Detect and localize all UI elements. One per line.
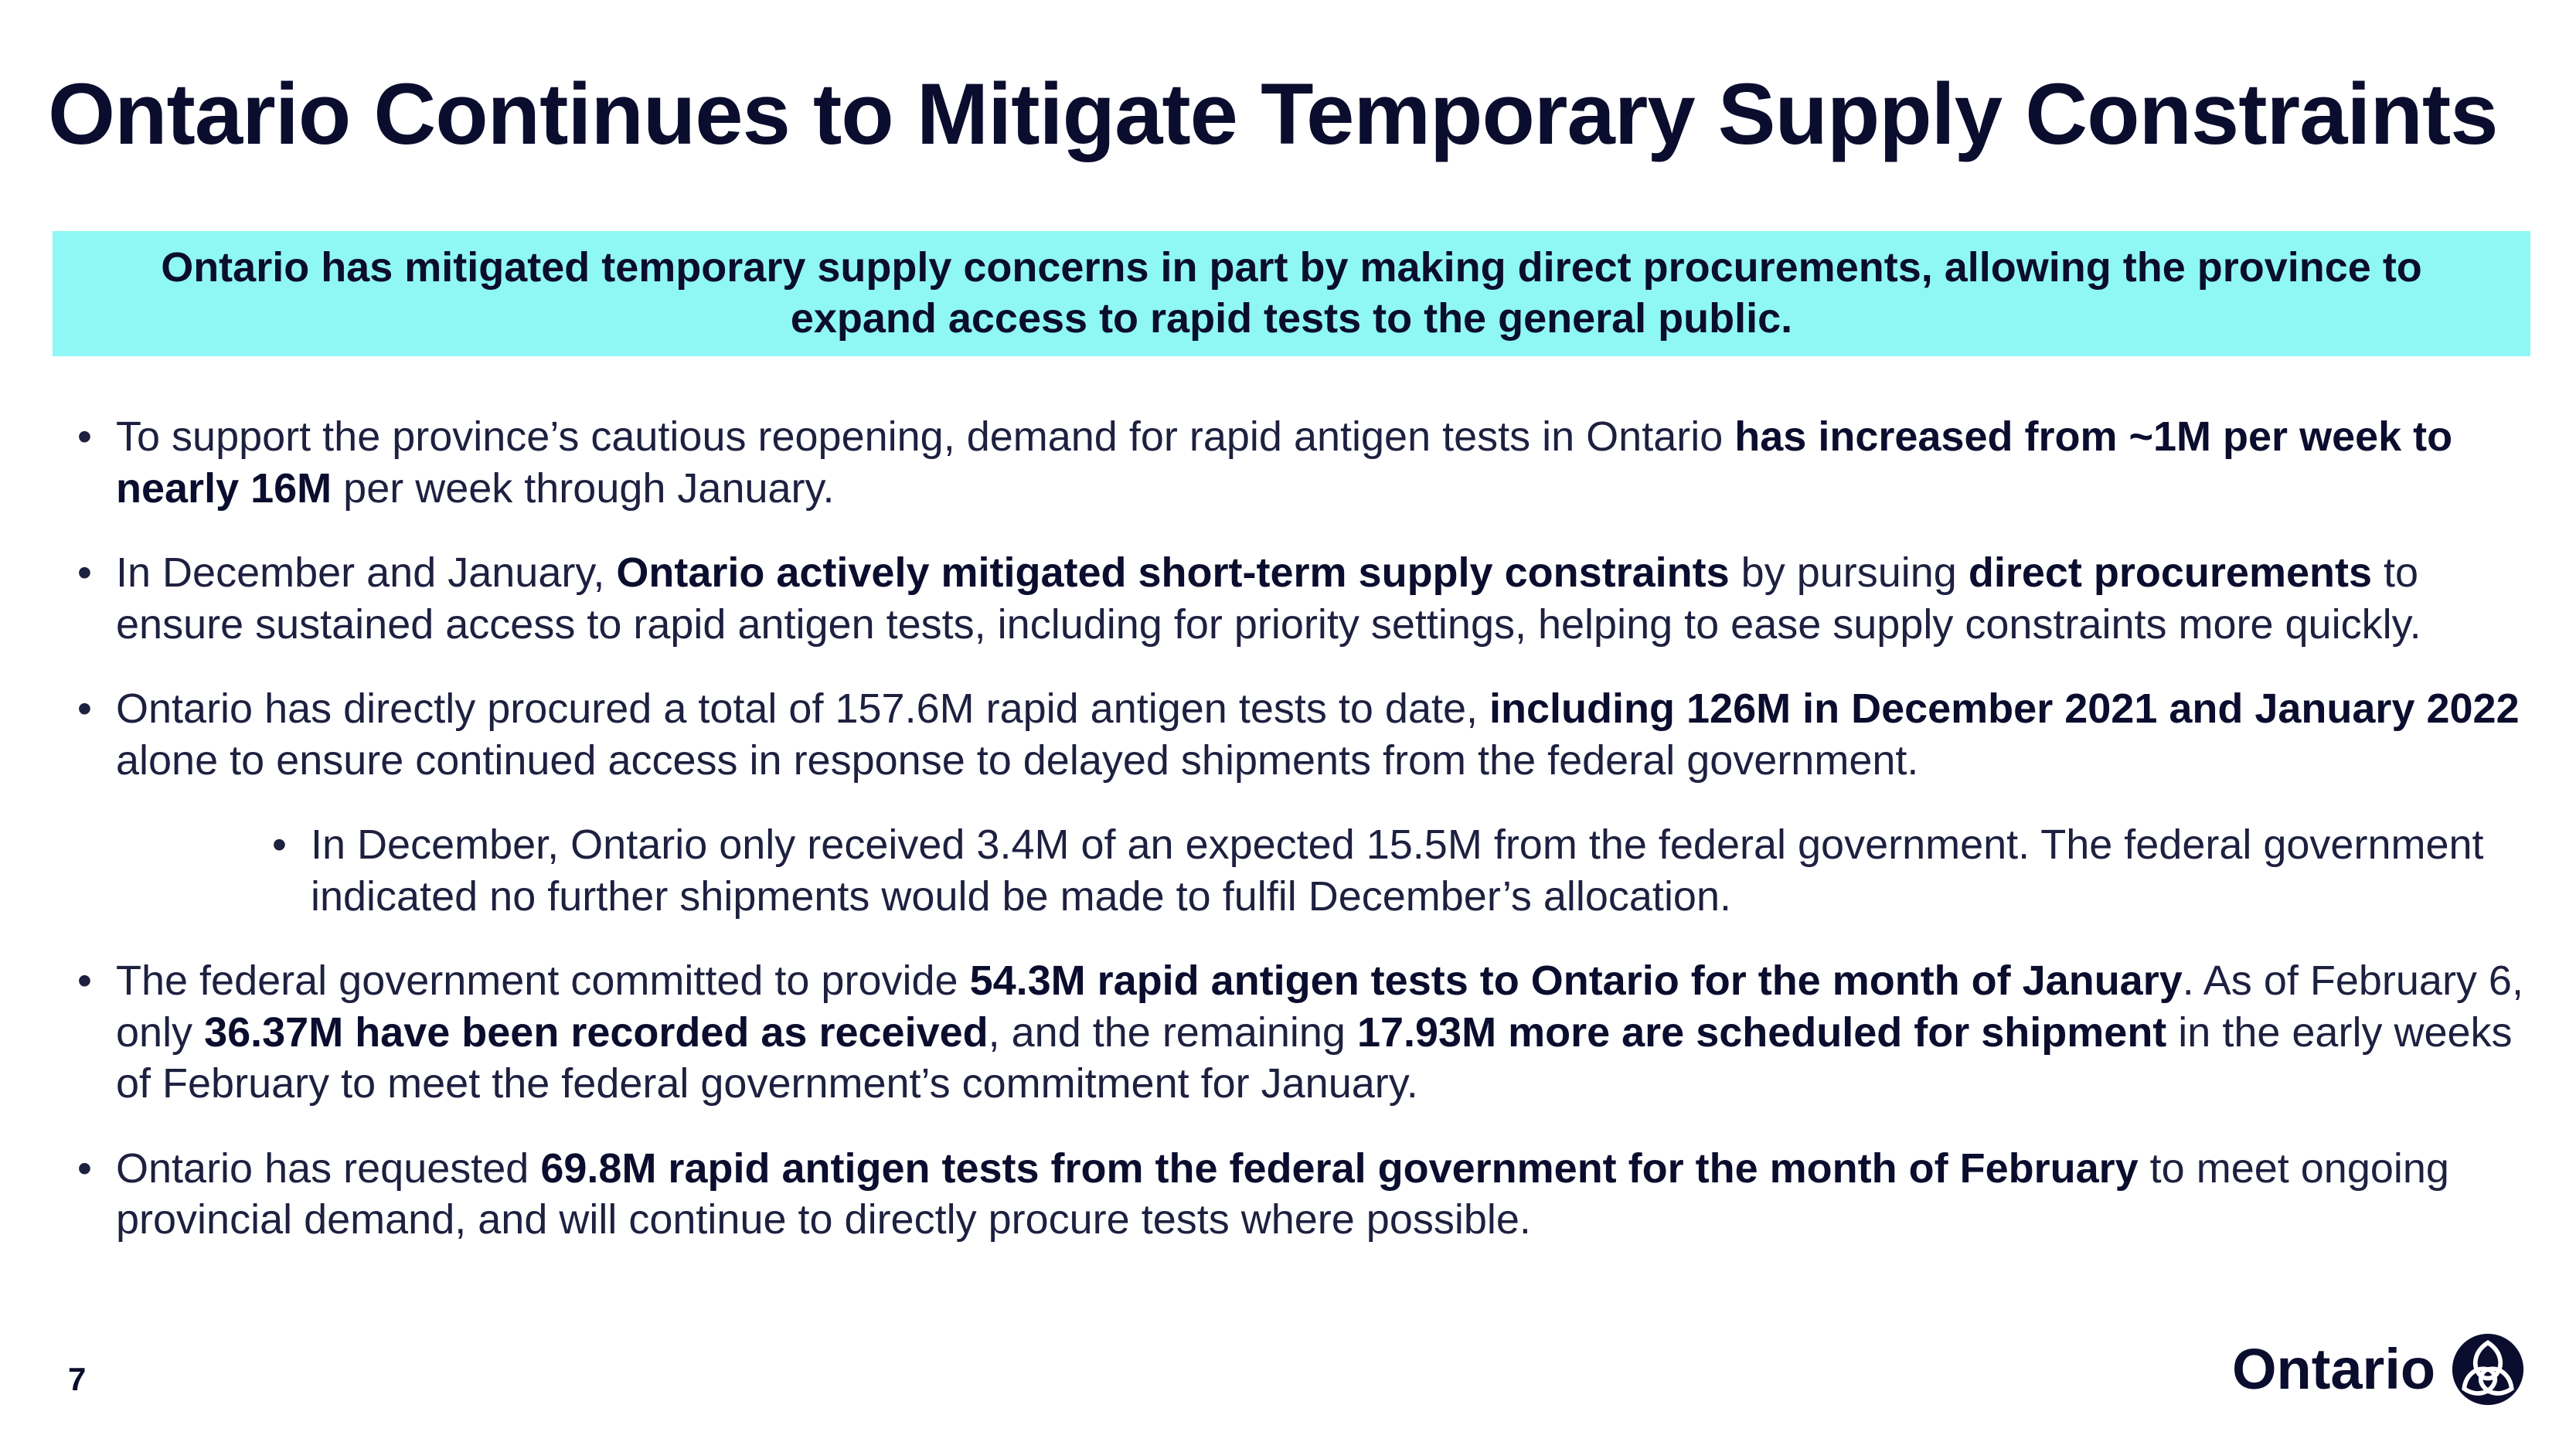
sub-bullet-item: In December, Ontario only received 3.4M … (272, 819, 2527, 922)
bullet-text: To support the province’s cautious reope… (116, 413, 1735, 460)
bullet-text: The federal government committed to prov… (116, 957, 970, 1004)
key-message-callout: Ontario has mitigated temporary supply c… (53, 231, 2530, 356)
bullet-text: In December and January, (116, 549, 617, 596)
bullet-text: . As of February 6, only (116, 957, 2523, 1056)
bullet-item: Ontario has directly procured a total of… (77, 683, 2527, 786)
ontario-logo: Ontario (2232, 1323, 2525, 1416)
bullet-item: The federal government committed to prov… (77, 955, 2527, 1110)
bullet-text: Ontario has requested (116, 1145, 541, 1192)
bullet-emphasis: Ontario actively mitigated short-term su… (616, 549, 1730, 596)
bullet-list: To support the province’s cautious reope… (77, 411, 2527, 1279)
bullet-emphasis: has increased from ~1M per week to nearl… (116, 413, 2453, 512)
bullet-text: , and the remaining (988, 1009, 1357, 1056)
page-number: 7 (68, 1361, 87, 1397)
bullet-item: In December and January, Ontario activel… (77, 547, 2527, 650)
bullet-text: In December, Ontario only received 3.4M … (311, 821, 2484, 920)
bullet-text: Ontario has directly procured a total of… (116, 685, 1490, 732)
bullet-text: alone to ensure continued access in resp… (116, 736, 1919, 784)
bullet-text: by pursuing (1729, 549, 1969, 596)
bullet-emphasis: including 126M in December 2021 and Janu… (1489, 685, 2520, 732)
logo-wordmark: Ontario (2232, 1337, 2436, 1401)
ontario-trillium-icon (2452, 1333, 2524, 1406)
bullet-emphasis: 69.8M rapid antigen tests from the feder… (540, 1145, 2139, 1192)
bullet-emphasis: 17.93M more are scheduled for shipment (1356, 1009, 2167, 1056)
bullet-emphasis: 54.3M rapid antigen tests to Ontario for… (969, 957, 2183, 1004)
bullet-item: Ontario has requested 69.8M rapid antige… (77, 1143, 2527, 1246)
slide-title: Ontario Continues to Mitigate Temporary … (48, 66, 2498, 162)
bullet-text: in the early weeks of February to meet t… (116, 1009, 2513, 1107)
bullet-emphasis: 36.37M have been recorded as received (204, 1009, 989, 1056)
bullet-text: to ensure sustained access to rapid anti… (116, 549, 2421, 648)
bullet-text: to meet ongoing provincial demand, and w… (116, 1145, 2449, 1243)
bullet-text: per week through January. (332, 464, 835, 512)
bullet-item: To support the province’s cautious reope… (77, 411, 2527, 514)
bullet-emphasis: direct procurements (1968, 549, 2372, 596)
